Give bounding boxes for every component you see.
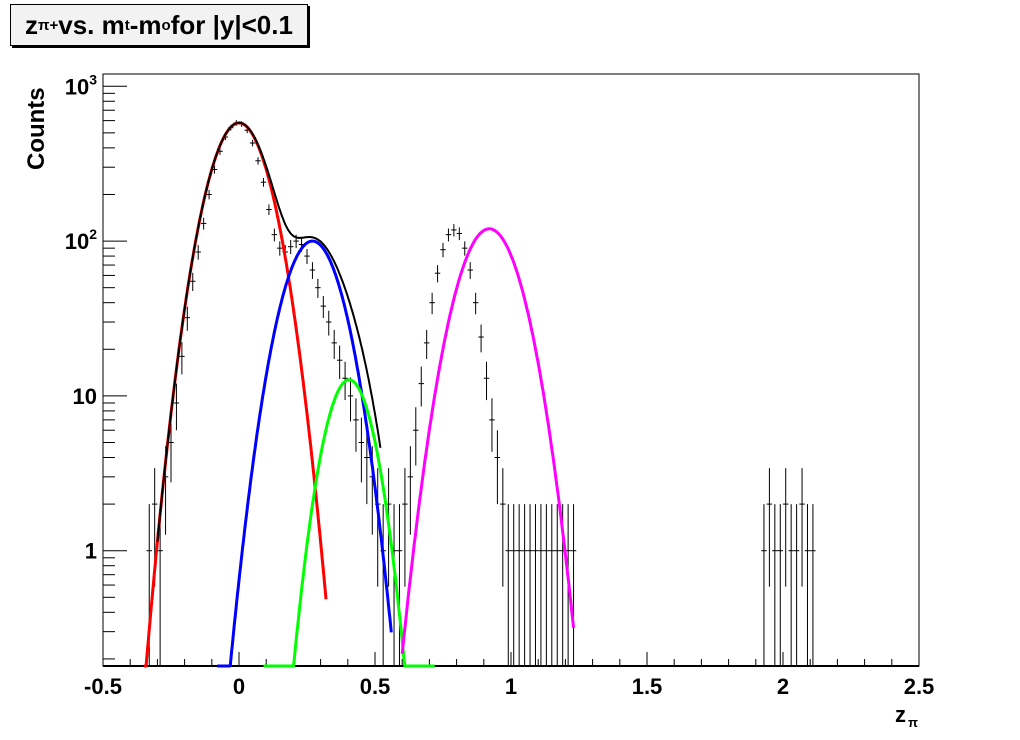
- x-tick-label: 0.5: [360, 674, 391, 699]
- fit-curve-component: [263, 378, 435, 668]
- x-tick-label: 2.5: [904, 674, 935, 699]
- fit-curve-component: [143, 121, 328, 668]
- title-middle: vs. m: [58, 9, 125, 40]
- y-tick-label: 1: [85, 539, 97, 564]
- x-tick-label: 1.5: [632, 674, 663, 699]
- title-dash-sub: o: [161, 16, 171, 34]
- y-tick-label: 103: [65, 71, 97, 99]
- x-tick-label: 1: [505, 674, 517, 699]
- title-main: z: [25, 9, 38, 40]
- fit-curves: [143, 121, 576, 668]
- fit-curve-component: [217, 239, 393, 668]
- svg-text:z: z: [895, 702, 906, 727]
- x-axis-label: z π: [895, 702, 918, 730]
- y-tick-label: 10: [73, 384, 97, 409]
- title-tail: for |y|<0.1: [170, 9, 293, 40]
- data-histogram: [103, 120, 919, 667]
- y-axis-label: Counts: [23, 87, 50, 170]
- x-tick-label: 0: [233, 674, 245, 699]
- title-middle-sub: t: [124, 16, 130, 34]
- x-tick-label: -0.5: [84, 674, 122, 699]
- title-main-sub: π+: [38, 16, 59, 34]
- fit-curve-component: [400, 227, 576, 654]
- title-dash: -m: [129, 9, 162, 40]
- fit-curve-total: [156, 121, 382, 542]
- svg-text:π: π: [908, 715, 918, 730]
- chart-title: z π+ vs. m t -m o for |y|<0.1: [10, 4, 308, 46]
- axis-ticks: -0.5 0 0.5 1 1.5 2 2.5 1 10 102 103: [65, 71, 935, 699]
- x-tick-label: 2: [777, 674, 789, 699]
- y-tick-label: 102: [65, 226, 97, 254]
